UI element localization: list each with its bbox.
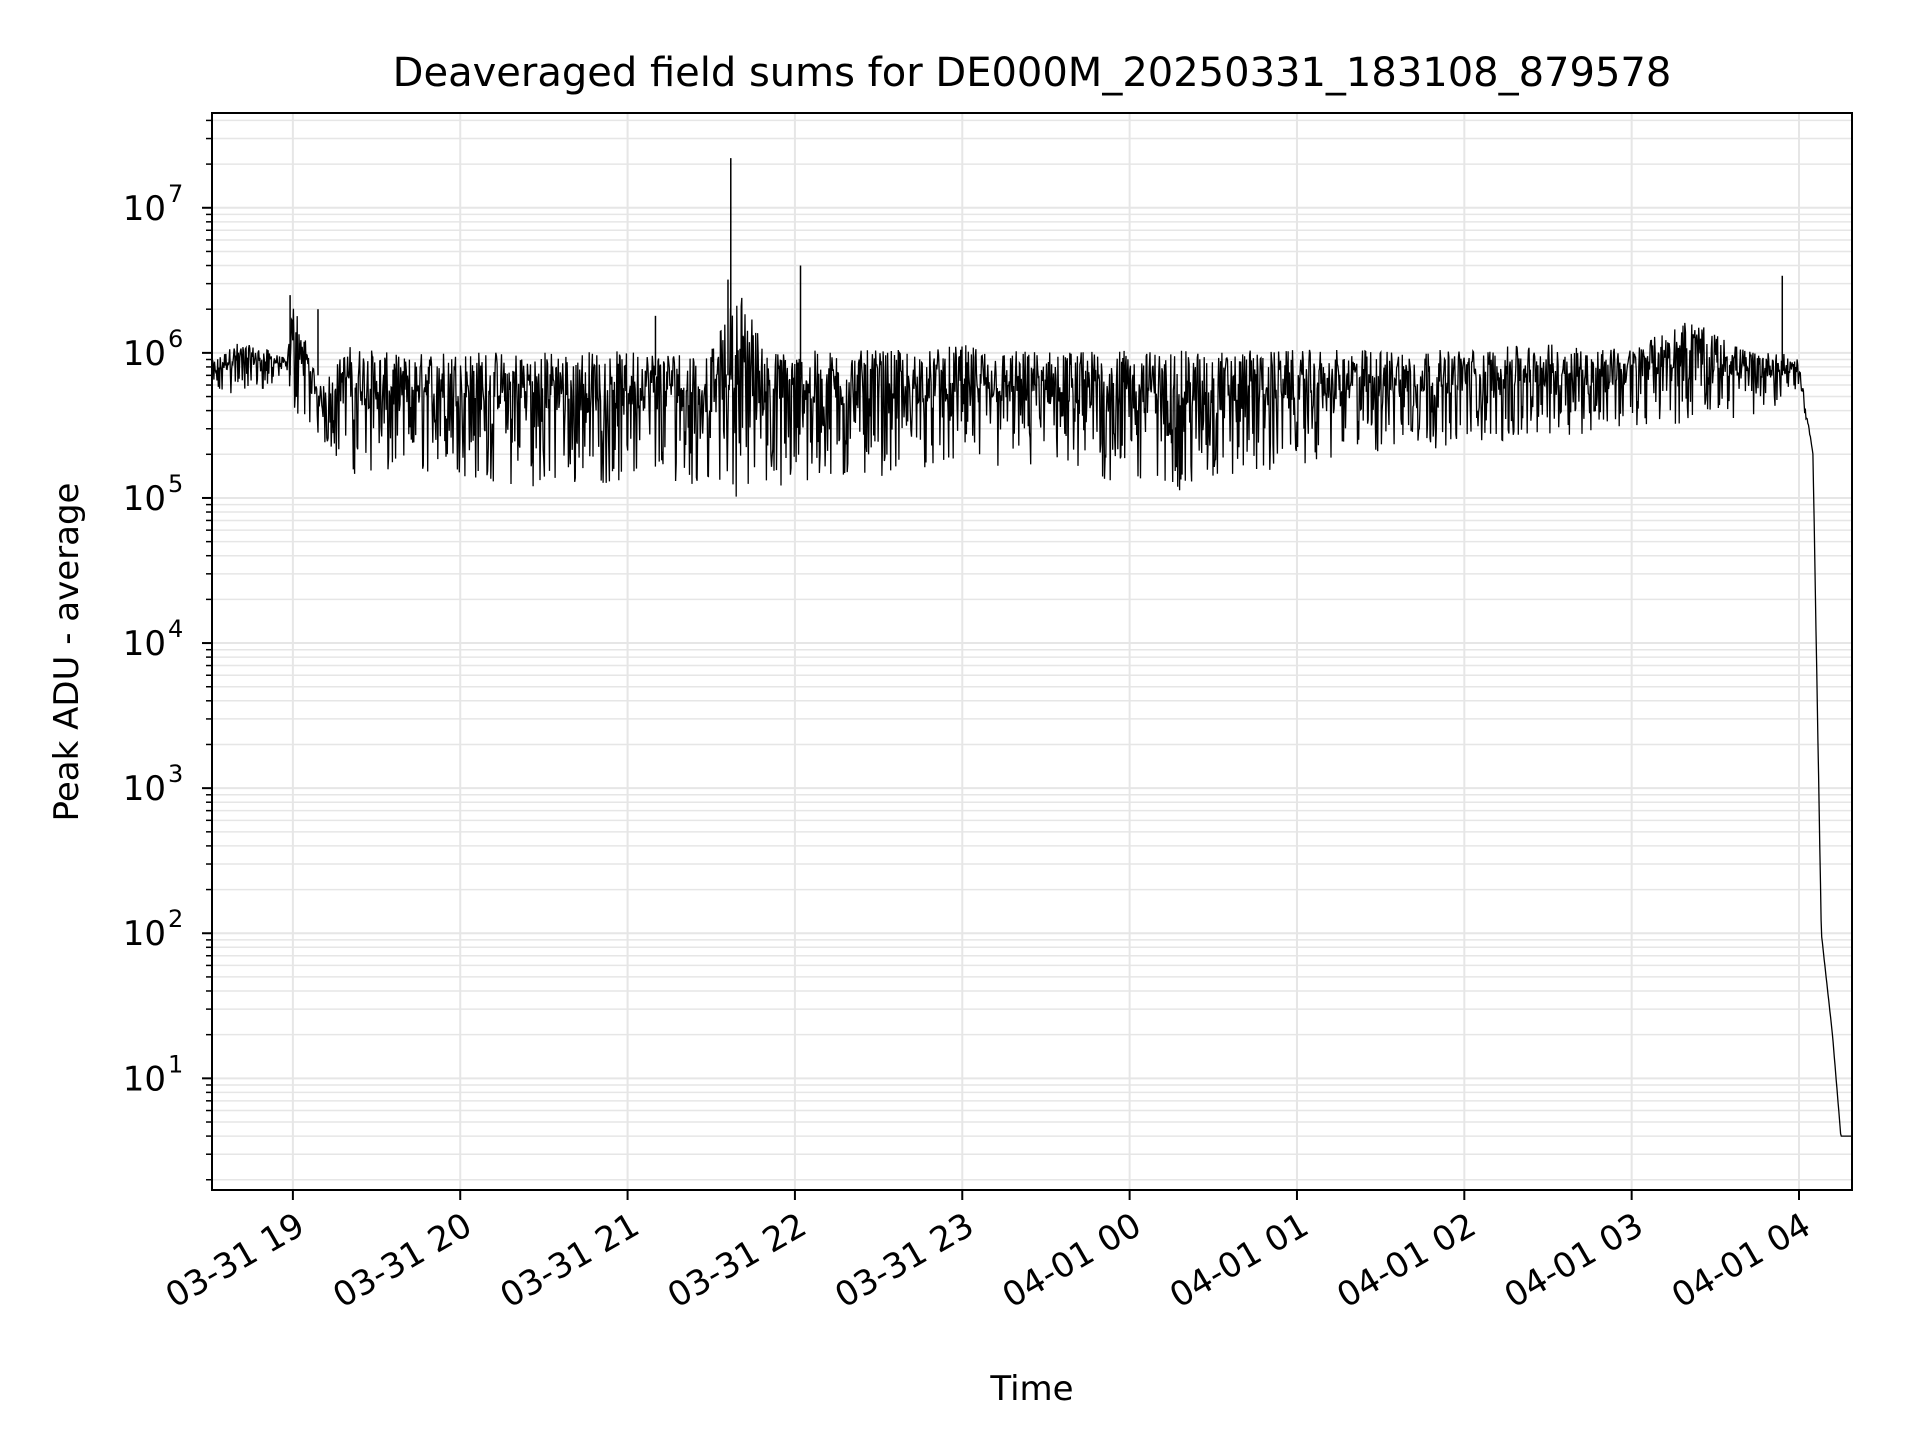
- y-tick-label: 10: [123, 189, 166, 229]
- y-tick-exponent: 4: [168, 615, 183, 643]
- y-tick-label: 10: [123, 914, 166, 954]
- y-tick-exponent: 3: [168, 760, 183, 788]
- y-tick-exponent: 1: [168, 1050, 183, 1078]
- y-tick-label: 10: [123, 479, 166, 519]
- y-tick-exponent: 5: [168, 470, 183, 498]
- y-tick-exponent: 6: [168, 325, 183, 353]
- series-line: [211, 158, 1852, 1137]
- major-gridlines: [212, 113, 1852, 1190]
- y-tick-label: 10: [123, 1059, 166, 1099]
- y-tick-label: 10: [123, 769, 166, 809]
- y-tick-label: 10: [123, 334, 166, 374]
- y-axis-label: Peak ADU - average: [47, 483, 87, 822]
- chart-title: Deaveraged field sums for DE000M_2025033…: [393, 50, 1672, 96]
- y-tick-exponent: 2: [168, 905, 183, 933]
- x-axis-label: Time: [989, 1369, 1073, 1409]
- plot-frame: [211, 112, 1853, 1191]
- y-tick-exponent: 7: [168, 180, 183, 208]
- series-path: [211, 297, 1852, 1137]
- y-tick-label: 10: [123, 624, 166, 664]
